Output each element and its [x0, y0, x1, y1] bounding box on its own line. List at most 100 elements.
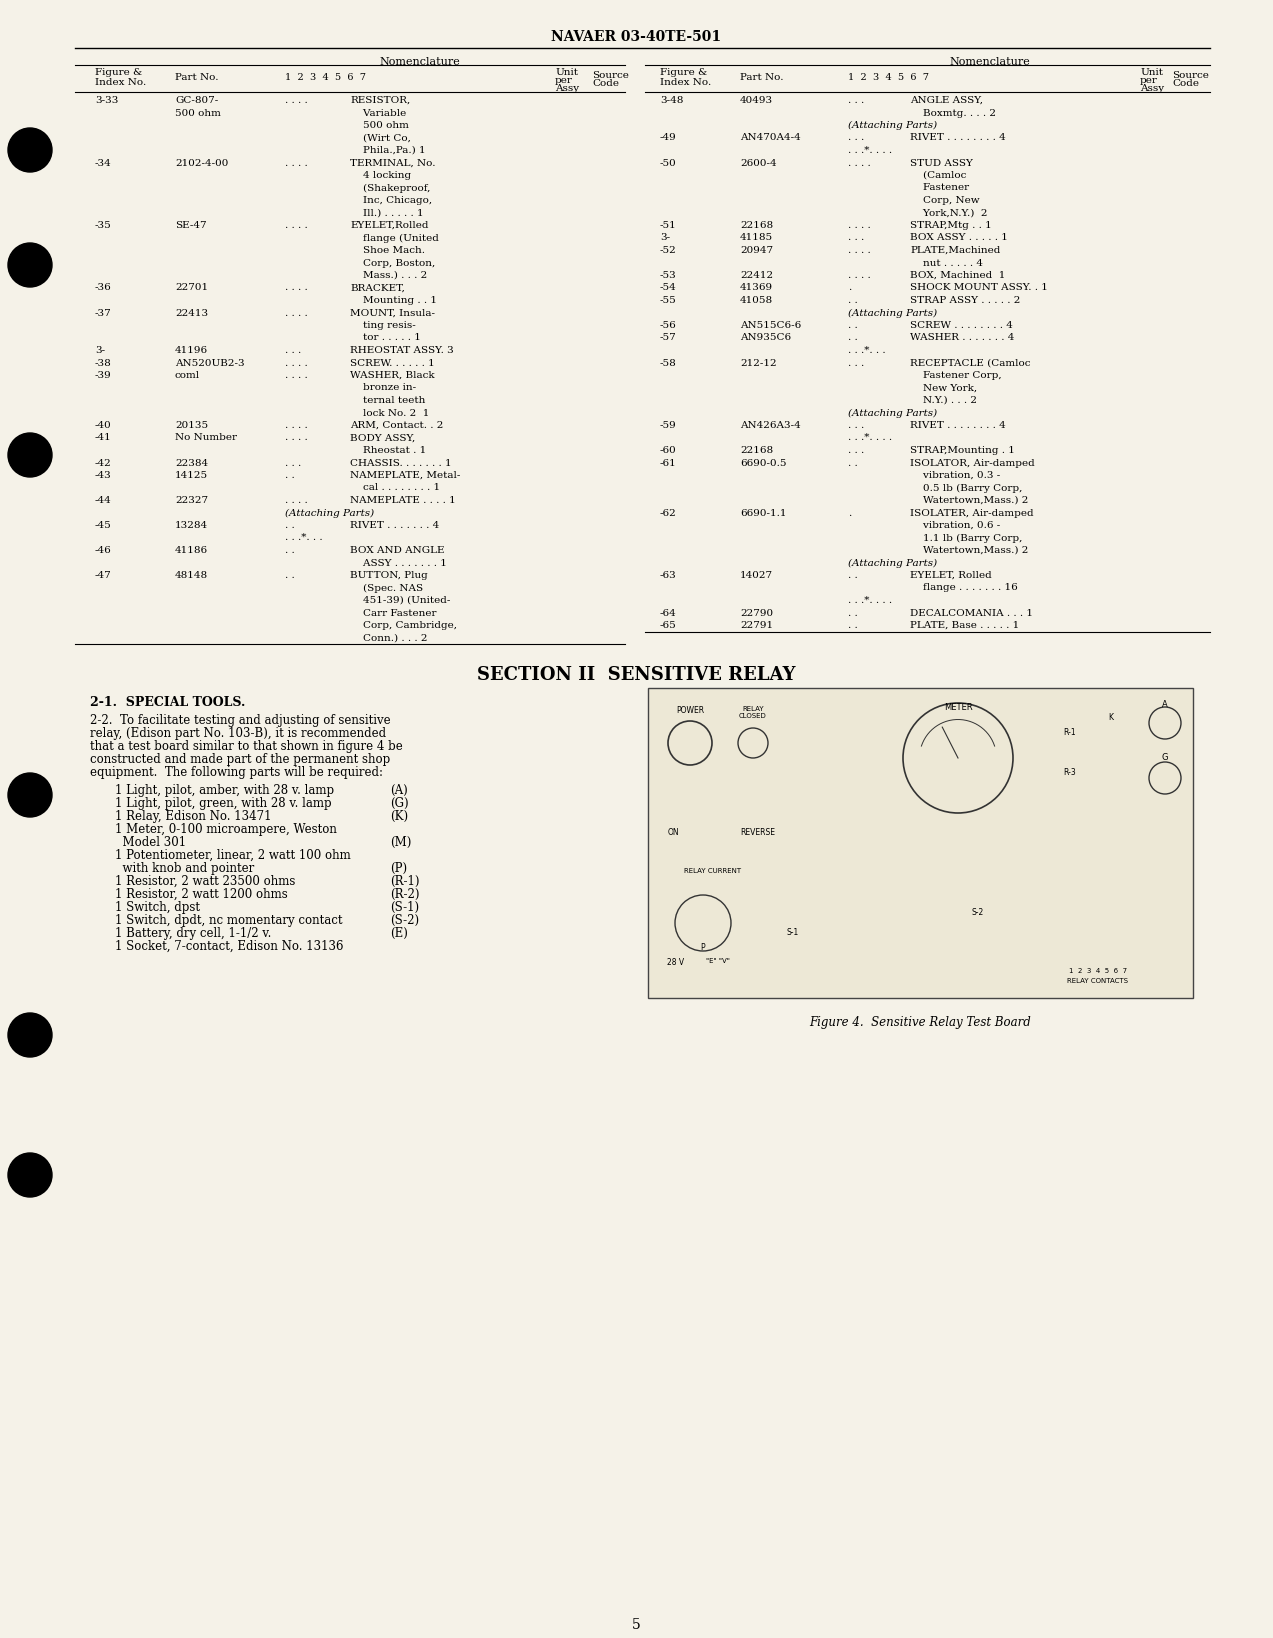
- Text: 22790: 22790: [740, 608, 773, 618]
- Text: SHOCK MOUNT ASSY. . 1: SHOCK MOUNT ASSY. . 1: [910, 283, 1048, 293]
- Text: 6690-0.5: 6690-0.5: [740, 459, 787, 467]
- Text: . . . .: . . . .: [285, 159, 308, 167]
- Text: 0.5 lb (Barry Corp,: 0.5 lb (Barry Corp,: [910, 483, 1022, 493]
- Text: Source: Source: [592, 70, 629, 80]
- Text: Variable: Variable: [350, 108, 406, 118]
- Text: . .: . .: [848, 334, 858, 342]
- Text: 1 Switch, dpdt, nc momentary contact: 1 Switch, dpdt, nc momentary contact: [115, 914, 342, 927]
- Text: -54: -54: [659, 283, 677, 293]
- Text: RESISTOR,: RESISTOR,: [350, 97, 410, 105]
- Text: -40: -40: [95, 421, 112, 431]
- Text: -56: -56: [659, 321, 677, 329]
- Text: 20947: 20947: [740, 246, 773, 256]
- Text: (Shakeproof,: (Shakeproof,: [350, 183, 430, 193]
- Text: (S-1): (S-1): [390, 901, 419, 914]
- Text: S-1: S-1: [787, 929, 799, 937]
- Text: POWER: POWER: [676, 706, 704, 716]
- Text: 2102-4-00: 2102-4-00: [174, 159, 228, 167]
- Text: RELAY CURRENT: RELAY CURRENT: [685, 868, 742, 875]
- Text: . .: . .: [848, 459, 858, 467]
- Text: SE-47: SE-47: [174, 221, 206, 229]
- Text: BODY ASSY,: BODY ASSY,: [350, 434, 415, 442]
- Text: coml: coml: [174, 370, 200, 380]
- Circle shape: [8, 128, 52, 172]
- Text: 6690-1.1: 6690-1.1: [740, 508, 787, 518]
- Text: (Attaching Parts): (Attaching Parts): [848, 559, 937, 568]
- Text: MOUNT, Insula-: MOUNT, Insula-: [350, 308, 435, 318]
- Text: 28 V: 28 V: [667, 958, 685, 966]
- Text: (G): (G): [390, 798, 409, 811]
- Text: 1 Relay, Edison No. 13471: 1 Relay, Edison No. 13471: [115, 811, 271, 822]
- Text: vibration, 0.6 -: vibration, 0.6 -: [910, 521, 1001, 531]
- Text: G: G: [1162, 753, 1169, 762]
- Text: equipment.  The following parts will be required:: equipment. The following parts will be r…: [90, 767, 383, 780]
- Text: 22413: 22413: [174, 308, 207, 318]
- Text: 1 Light, pilot, green, with 28 v. lamp: 1 Light, pilot, green, with 28 v. lamp: [115, 798, 332, 811]
- Text: cal . . . . . . . . 1: cal . . . . . . . . 1: [350, 483, 440, 493]
- Text: . . . .: . . . .: [285, 221, 308, 229]
- Text: SCREW. . . . . . 1: SCREW. . . . . . 1: [350, 359, 435, 367]
- Text: RECEPTACLE (Camloc: RECEPTACLE (Camloc: [910, 359, 1031, 367]
- Text: Code: Code: [1172, 79, 1199, 88]
- Text: . . .*. . . .: . . .*. . . .: [848, 434, 892, 442]
- Text: Assy: Assy: [1141, 84, 1164, 93]
- Text: . . .: . . .: [285, 346, 302, 355]
- Text: -57: -57: [659, 334, 677, 342]
- Text: WASHER . . . . . . . 4: WASHER . . . . . . . 4: [910, 334, 1015, 342]
- Text: Figure &: Figure &: [659, 69, 708, 77]
- Text: Rheostat . 1: Rheostat . 1: [350, 446, 426, 455]
- Circle shape: [8, 773, 52, 817]
- Text: -58: -58: [659, 359, 677, 367]
- Text: 2600-4: 2600-4: [740, 159, 777, 167]
- Text: Part No.: Part No.: [174, 74, 219, 82]
- Text: . .: . .: [285, 572, 295, 580]
- Text: -47: -47: [95, 572, 112, 580]
- Text: (Attaching Parts): (Attaching Parts): [848, 408, 937, 418]
- Text: ON: ON: [667, 827, 679, 837]
- Text: Ill.) . . . . . 1: Ill.) . . . . . 1: [350, 208, 424, 218]
- Text: Watertown,Mass.) 2: Watertown,Mass.) 2: [910, 545, 1029, 555]
- Text: Figure &: Figure &: [95, 69, 143, 77]
- Text: CLOSED: CLOSED: [740, 713, 766, 719]
- Text: . . .: . . .: [848, 134, 864, 143]
- Text: NAMEPLATE . . . . 1: NAMEPLATE . . . . 1: [350, 496, 456, 505]
- Text: BOX ASSY . . . . . 1: BOX ASSY . . . . . 1: [910, 234, 1008, 242]
- Text: 1 Resistor, 2 watt 1200 ohms: 1 Resistor, 2 watt 1200 ohms: [115, 888, 288, 901]
- Text: (Attaching Parts): (Attaching Parts): [848, 308, 937, 318]
- Text: lock No. 2  1: lock No. 2 1: [350, 408, 429, 418]
- Text: AN520UB2-3: AN520UB2-3: [174, 359, 244, 367]
- Text: 1  2  3  4  5  6  7: 1 2 3 4 5 6 7: [848, 74, 929, 82]
- Text: (P): (P): [390, 862, 407, 875]
- Text: Fastener: Fastener: [910, 183, 969, 193]
- Text: . .: . .: [285, 545, 295, 555]
- Text: 3-: 3-: [95, 346, 106, 355]
- Text: CHASSIS. . . . . . . 1: CHASSIS. . . . . . . 1: [350, 459, 452, 467]
- Text: 14027: 14027: [740, 572, 773, 580]
- Text: REVERSE: REVERSE: [741, 827, 775, 837]
- Text: Fastener Corp,: Fastener Corp,: [910, 370, 1002, 380]
- Text: 4 locking: 4 locking: [350, 170, 411, 180]
- Text: -53: -53: [659, 270, 677, 280]
- Text: . . .*. . . .: . . .*. . . .: [848, 146, 892, 156]
- Text: -37: -37: [95, 308, 112, 318]
- Text: York,N.Y.)  2: York,N.Y.) 2: [910, 208, 988, 218]
- Text: (R-2): (R-2): [390, 888, 420, 901]
- Text: 1 Switch, dpst: 1 Switch, dpst: [115, 901, 200, 914]
- Text: (Attaching Parts): (Attaching Parts): [848, 121, 937, 129]
- Text: 1 Resistor, 2 watt 23500 ohms: 1 Resistor, 2 watt 23500 ohms: [115, 875, 295, 888]
- Text: .: .: [848, 508, 852, 518]
- Text: -60: -60: [659, 446, 677, 455]
- Text: (Camloc: (Camloc: [910, 170, 966, 180]
- Text: (K): (K): [390, 811, 409, 822]
- Text: . . .*. . .: . . .*. . .: [848, 346, 886, 355]
- Text: ISOLATER, Air-damped: ISOLATER, Air-damped: [910, 508, 1034, 518]
- Text: ANGLE ASSY,: ANGLE ASSY,: [910, 97, 983, 105]
- Text: -36: -36: [95, 283, 112, 293]
- Text: . . .: . . .: [848, 97, 864, 105]
- Text: 22701: 22701: [174, 283, 207, 293]
- Text: . . . .: . . . .: [285, 370, 308, 380]
- Text: RHEOSTAT ASSY. 3: RHEOSTAT ASSY. 3: [350, 346, 453, 355]
- Text: (Attaching Parts): (Attaching Parts): [285, 508, 374, 518]
- Circle shape: [8, 1153, 52, 1197]
- Text: ASSY . . . . . . . 1: ASSY . . . . . . . 1: [350, 559, 447, 567]
